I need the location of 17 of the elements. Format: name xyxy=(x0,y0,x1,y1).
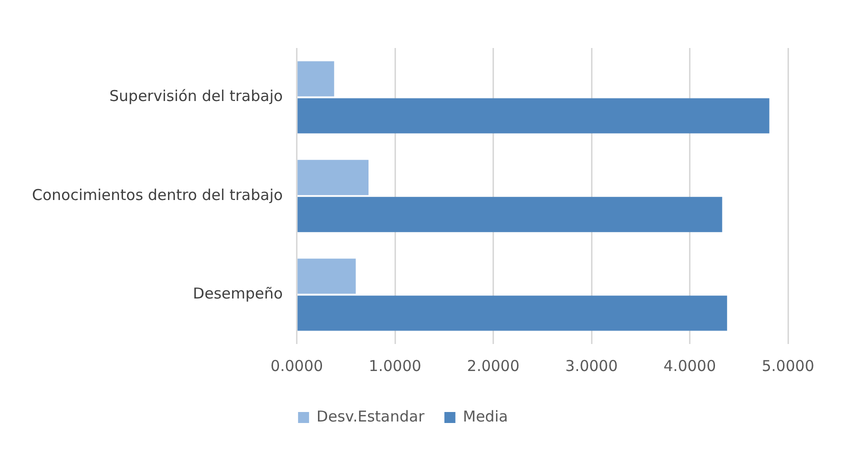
bar xyxy=(298,196,722,232)
y-tick-label: Desempeño xyxy=(192,284,283,303)
x-tick-label: 4.0000 xyxy=(664,356,716,375)
y-tick-label: Conocimientos dentro del trabajo xyxy=(32,186,283,204)
legend-label: Desv.Estandar xyxy=(316,407,426,426)
x-tick-label: 3.0000 xyxy=(565,356,618,375)
legend-label: Media xyxy=(462,407,508,426)
bar xyxy=(298,98,770,134)
x-tick-label: 2.0000 xyxy=(467,356,520,375)
bar xyxy=(298,61,334,96)
bar xyxy=(298,296,728,331)
x-tick-label: 0.0000 xyxy=(270,356,324,375)
x-tick-label: 5.0000 xyxy=(762,356,814,375)
y-tick-label: Supervisión del trabajo xyxy=(109,87,283,106)
bar xyxy=(298,258,356,294)
x-tick-label: 1.0000 xyxy=(368,356,422,375)
bar xyxy=(298,160,369,196)
